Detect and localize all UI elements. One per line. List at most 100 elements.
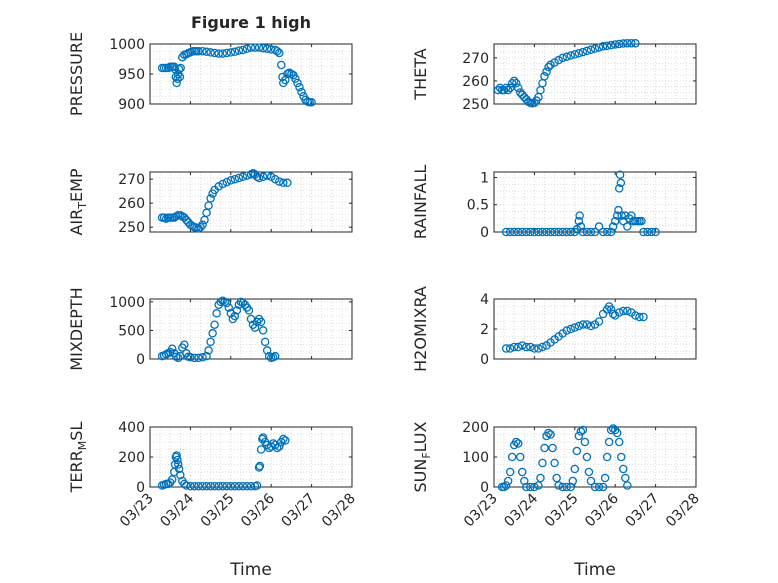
data-point: [542, 67, 551, 76]
y-tick-label: 0: [136, 352, 145, 368]
data-point: [582, 46, 592, 56]
data-point: [206, 194, 215, 203]
data-point: [230, 47, 240, 57]
data-point: [604, 437, 614, 447]
data-point: [513, 439, 523, 448]
data-point: [544, 62, 553, 72]
data-point: [536, 473, 545, 483]
data-point: [612, 428, 622, 438]
data-point: [522, 482, 531, 492]
data-point: [291, 74, 300, 84]
data-point: [198, 481, 207, 491]
y-tick-label: 0: [480, 480, 489, 496]
data-point: [627, 39, 636, 48]
data-point: [246, 481, 256, 491]
data-point: [307, 97, 316, 107]
data-point: [194, 353, 203, 363]
data-point: [612, 211, 622, 220]
data-point: [275, 177, 284, 186]
x-tick-label: 03/25: [198, 491, 238, 531]
x-tick-label: 03/23: [117, 491, 157, 531]
data-point: [594, 43, 604, 52]
data-point: [210, 320, 219, 329]
data-point: [594, 222, 604, 231]
data-point: [570, 50, 580, 59]
data-point: [623, 481, 632, 490]
data-point: [175, 72, 185, 82]
data-point: [190, 353, 199, 363]
data-point: [270, 351, 280, 361]
data-point: [202, 351, 211, 361]
data-point: [635, 312, 644, 322]
data-point: [594, 317, 604, 326]
data-point: [202, 481, 211, 491]
data-point: [562, 326, 571, 335]
data-point: [586, 321, 596, 331]
data-point: [643, 227, 652, 237]
data-point: [230, 481, 240, 491]
data-point: [526, 482, 535, 492]
data-point: [631, 39, 640, 48]
subplot-sun-flux: 0 100 200 03/23 03/24 03/25 03/26 03/27 03/28 SUN…: [411, 420, 703, 530]
data-point: [606, 40, 616, 50]
subplot-rainfall: 0 0.5 1 RAINFALL: [411, 165, 697, 241]
data-point: [273, 46, 282, 56]
data-point: [522, 342, 531, 352]
data-point: [262, 171, 272, 180]
data-point: [499, 482, 509, 492]
data-point: [623, 306, 632, 316]
data-point: [586, 227, 596, 237]
data-point: [562, 227, 571, 237]
data-point: [540, 443, 549, 453]
data-point: [614, 184, 624, 193]
x-axis-label-right: Time: [573, 560, 616, 580]
data-point: [204, 201, 213, 210]
data-point: [602, 452, 612, 462]
y-axis-label: MIXDEPTH: [67, 287, 86, 370]
data-point: [598, 482, 608, 492]
data-point: [509, 76, 519, 86]
data-point: [562, 482, 571, 492]
data-point: [576, 222, 586, 231]
data-point: [186, 481, 195, 491]
data-point: [206, 48, 215, 57]
data-point: [602, 227, 612, 237]
x-tick-label: 03/26: [582, 490, 622, 530]
data-point: [562, 52, 571, 61]
data-point: [218, 481, 227, 491]
subplot-terr-msl: 0 200 400 03/23 03/24 03/25 03/26 03/27 03/28 TER…: [67, 420, 359, 530]
data-point: [262, 44, 272, 54]
data-point: [619, 306, 628, 316]
data-point: [256, 445, 266, 454]
data-point: [501, 344, 511, 353]
data-point: [277, 60, 286, 70]
data-point: [226, 176, 236, 185]
data-point: [610, 216, 620, 226]
y-axis-label: THETA: [411, 48, 430, 100]
y-tick-label: 270: [118, 172, 145, 188]
data-point: [180, 340, 189, 349]
data-point: [275, 48, 284, 58]
data-point: [619, 39, 628, 48]
data-point: [647, 227, 656, 237]
data-point: [254, 43, 264, 52]
data-point: [503, 476, 513, 486]
data-point: [167, 344, 177, 353]
y-tick-label: 900: [118, 97, 145, 113]
data-point: [578, 227, 588, 237]
y-tick-label: 250: [462, 97, 489, 113]
data-point: [230, 174, 240, 184]
data-point: [552, 473, 561, 483]
data-point: [174, 464, 184, 474]
data-point: [196, 222, 205, 232]
data-point: [639, 227, 648, 237]
data-point: [505, 467, 515, 477]
data-point: [501, 83, 511, 93]
data-point: [167, 475, 177, 484]
data-point: [639, 312, 648, 322]
data-point: [238, 481, 248, 491]
y-tick-label: 100: [462, 450, 489, 466]
data-point: [580, 437, 590, 447]
data-point: [501, 227, 511, 237]
